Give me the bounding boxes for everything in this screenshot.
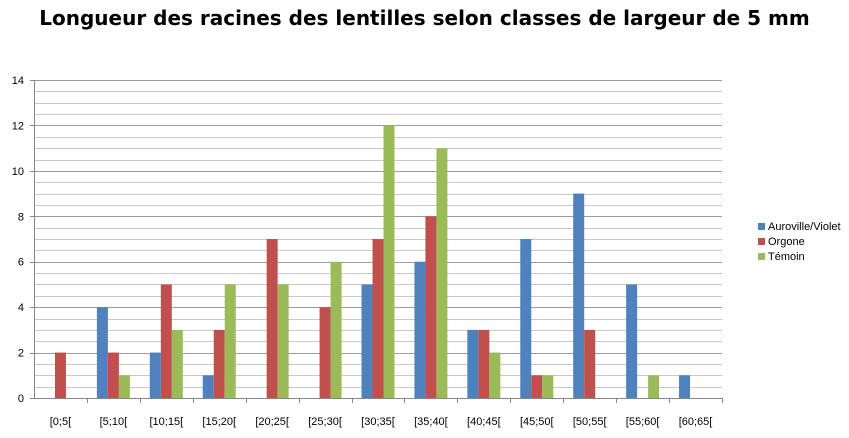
legend-entry: Auroville/Violet [768,221,841,233]
x-tick-label: [35;40[ [414,416,448,428]
bar [520,239,532,398]
x-tick-label: [30;35[ [361,416,395,428]
x-tick-label: [25;30[ [308,416,342,428]
x-axis-ticks: [0;5[ [5;10[ [10;15[ [15;20[ [20;25[ [25;30[ [… [50,398,723,428]
bar [171,329,183,398]
legend: Auroville/Violet Orgone Témoin [758,221,841,263]
bar [330,261,342,398]
y-tick-label: 0 [18,393,24,405]
bar [372,239,384,398]
x-tick-label: [50;55[ [573,416,607,428]
y-tick-label: 12 [12,120,24,132]
bar [160,284,172,398]
bar [54,352,66,398]
y-tick-label: 6 [18,257,24,269]
bar [531,375,543,398]
bar [361,284,373,398]
bar [149,352,161,398]
chart-title: Longueur des racines des lentilles selon… [39,6,810,30]
bar [679,375,691,398]
bar [96,307,108,398]
x-tick-label: [10;15[ [149,416,183,428]
bar [277,284,289,398]
x-tick-label: [45;50[ [520,416,554,428]
bar [467,329,479,398]
bar [107,352,119,398]
x-tick-label: [40;45[ [467,416,501,428]
bar [584,329,596,398]
x-tick-label: [5;10[ [100,416,128,428]
x-tick-label: [60;65[ [679,416,713,428]
y-tick-label: 8 [18,211,24,223]
legend-swatch [758,253,765,260]
x-tick-label: [20;25[ [255,416,289,428]
bar [202,375,214,398]
bar [489,352,501,398]
legend-entry: Orgone [768,236,805,248]
y-tick-label: 10 [12,166,24,178]
bar [118,375,130,398]
bar [648,375,660,398]
bar [266,239,278,398]
y-axis-ticks: 0 2 4 6 8 10 12 14 [12,75,34,405]
legend-entry: Témoin [768,251,805,263]
bars [54,125,691,398]
bar [478,329,490,398]
y-tick-label: 4 [18,302,24,314]
bar [436,148,448,398]
x-tick-label: [15;20[ [202,416,236,428]
legend-swatch [758,223,765,230]
bar [319,307,331,398]
bar [383,125,395,398]
y-tick-label: 2 [18,348,24,360]
bar [414,261,426,398]
x-tick-label: [0;5[ [50,416,71,428]
legend-swatch [758,238,765,245]
bar [213,329,225,398]
axes [34,80,722,399]
bar [224,284,236,398]
bar [626,284,638,398]
bar [425,216,437,398]
bar [542,375,554,398]
x-tick-label: [55;60[ [626,416,660,428]
bar [573,193,585,398]
y-tick-label: 14 [12,75,24,87]
